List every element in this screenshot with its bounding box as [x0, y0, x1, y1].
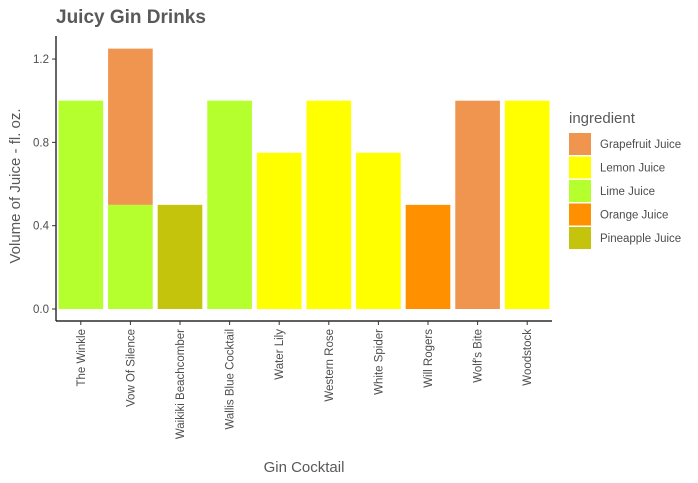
legend-label-pineapple-juice: Pineapple Juice [600, 233, 681, 245]
y-axis-title: Volume of Juice - fl. oz. [7, 108, 24, 263]
y-tick-label: 0.4 [33, 221, 50, 233]
x-tick-label: White Spider [373, 329, 385, 395]
x-tick-label: Vow Of Silence [125, 329, 137, 407]
y-tick-label: 0.0 [33, 304, 49, 316]
legend-label-lime-juice: Lime Juice [600, 186, 655, 198]
x-tick-label: Wolf's Bite [473, 329, 485, 383]
bar-lemon-juice-5 [256, 152, 302, 309]
x-tick-label: Water Lily [274, 329, 286, 380]
legend-title: ingredient [569, 110, 636, 127]
x-tick-label: The Winkle [76, 329, 88, 387]
bar-lemon-juice-6 [306, 100, 352, 309]
legend-key-lemon-juice [569, 156, 591, 179]
legend-key-orange-juice [569, 203, 591, 226]
legend-key-pineapple-juice [569, 227, 591, 249]
bar-lime-juice-2 [108, 204, 153, 309]
bar-lemon-juice-7 [356, 152, 401, 309]
x-tick-label: Woodstock [522, 329, 534, 386]
legend-key-grapefruit-juice [569, 133, 591, 155]
bar-grapefruit-juice-9 [455, 100, 500, 309]
legend: ingredient Grapefruit Juice Lemon Juice Li… [569, 110, 681, 249]
bar-grapefruit-juice-2 [108, 48, 153, 205]
x-axis-title: Gin Cocktail [264, 459, 345, 476]
legend-label-orange-juice: Orange Juice [600, 210, 668, 222]
chart-title: Juicy Gin Drinks [56, 7, 206, 28]
legend-label-lemon-juice: Lemon Juice [600, 163, 665, 175]
x-tick-label: Will Rogers [423, 329, 435, 388]
x-axis: The Winkle Vow Of Silence Waikiki Beachcom… [56, 320, 552, 439]
bar-area [58, 48, 550, 309]
x-tick-label: Waikiki Beachcomber [175, 329, 187, 439]
bar-pineapple-juice-3 [157, 204, 203, 309]
y-tick-label: 0.8 [33, 137, 49, 149]
bar-lime-juice-4 [207, 100, 252, 309]
x-tick-label: Wallis Blue Cocktail [225, 329, 237, 430]
bar-orange-juice-8 [405, 204, 451, 309]
y-tick-label: 1.2 [33, 54, 49, 66]
bar-lime-juice-1 [58, 100, 104, 309]
x-tick-label: Western Rose [324, 329, 336, 402]
bar-lemon-juice-10 [504, 100, 550, 309]
y-axis: 0.0 0.4 0.8 1.2 [33, 36, 57, 321]
legend-label-grapefruit-juice: Grapefruit Juice [600, 139, 681, 151]
legend-key-lime-juice [569, 180, 591, 202]
